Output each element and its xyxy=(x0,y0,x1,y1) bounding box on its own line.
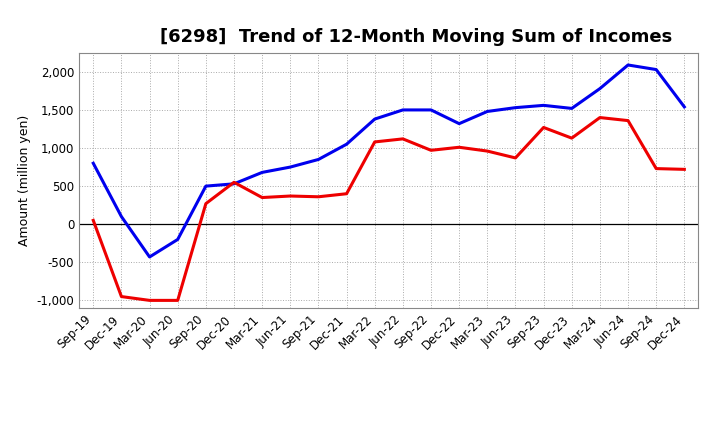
Net Income xyxy=(399,136,408,142)
Net Income xyxy=(567,136,576,141)
Ordinary Income xyxy=(89,161,98,166)
Net Income xyxy=(342,191,351,196)
Ordinary Income xyxy=(314,157,323,162)
Ordinary Income xyxy=(174,237,182,242)
Line: Net Income: Net Income xyxy=(94,117,684,301)
Ordinary Income xyxy=(286,165,294,170)
Ordinary Income xyxy=(455,121,464,126)
Net Income xyxy=(117,294,126,299)
Ordinary Income xyxy=(399,107,408,113)
Ordinary Income xyxy=(483,109,492,114)
Net Income xyxy=(145,298,154,303)
Net Income xyxy=(427,148,436,153)
Net Income xyxy=(595,115,604,120)
Net Income xyxy=(455,145,464,150)
Net Income xyxy=(370,139,379,145)
Net Income xyxy=(539,125,548,130)
Line: Ordinary Income: Ordinary Income xyxy=(94,65,684,257)
Net Income xyxy=(202,201,210,206)
Net Income xyxy=(624,118,632,123)
Net Income xyxy=(286,193,294,198)
Ordinary Income xyxy=(202,183,210,189)
Ordinary Income xyxy=(595,86,604,91)
Net Income xyxy=(314,194,323,199)
Ordinary Income xyxy=(624,62,632,68)
Net Income xyxy=(511,155,520,161)
Y-axis label: Amount (million yen): Amount (million yen) xyxy=(18,115,31,246)
Net Income xyxy=(680,167,688,172)
Ordinary Income xyxy=(680,104,688,110)
Net Income xyxy=(483,148,492,154)
Ordinary Income xyxy=(230,181,238,187)
Ordinary Income xyxy=(258,170,266,175)
Net Income xyxy=(89,218,98,223)
Text: [6298]  Trend of 12-Month Moving Sum of Incomes: [6298] Trend of 12-Month Moving Sum of I… xyxy=(160,28,672,46)
Net Income xyxy=(258,195,266,200)
Ordinary Income xyxy=(117,214,126,219)
Ordinary Income xyxy=(511,105,520,110)
Net Income xyxy=(230,180,238,185)
Ordinary Income xyxy=(567,106,576,111)
Ordinary Income xyxy=(342,142,351,147)
Net Income xyxy=(174,298,182,303)
Net Income xyxy=(652,166,660,171)
Ordinary Income xyxy=(652,67,660,72)
Ordinary Income xyxy=(539,103,548,108)
Ordinary Income xyxy=(427,107,436,113)
Ordinary Income xyxy=(370,117,379,122)
Ordinary Income xyxy=(145,254,154,260)
